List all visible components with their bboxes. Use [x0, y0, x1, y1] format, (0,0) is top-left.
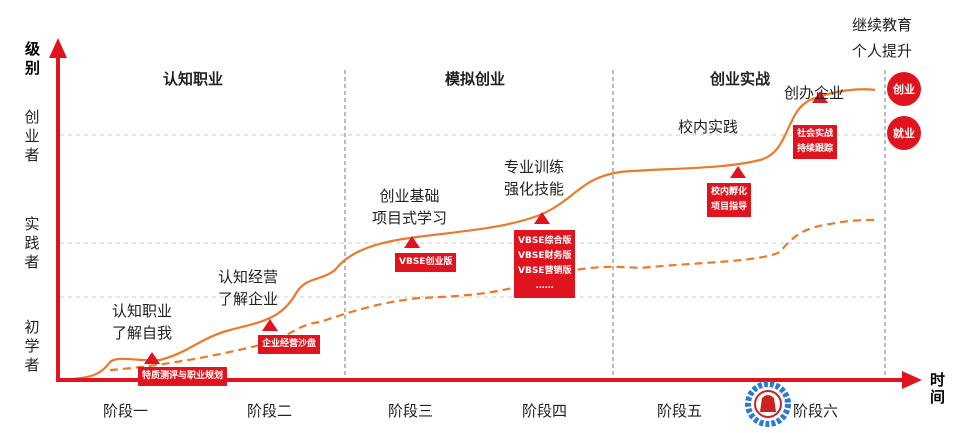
milestone-note: 认知经营 了解企业 — [218, 268, 279, 308]
phase-label: 阶段一 — [103, 402, 149, 420]
stage-label: 认知职业 — [163, 70, 224, 88]
gridlines — [60, 134, 885, 298]
milestone-markers — [144, 91, 828, 364]
circle-entrepreneurship: 创业 — [887, 72, 921, 106]
level-beginner: 初学者 — [24, 318, 40, 374]
activity-box: VBSE综合版 VBSE财务版 VBSE营销版…… — [514, 230, 576, 298]
y-axis-title: 级别 — [25, 40, 41, 77]
stage-label: 模拟创业 — [445, 70, 506, 88]
milestone-note: 认知职业 了解自我 — [112, 302, 173, 342]
y-axis-arrow — [49, 38, 67, 58]
phase-label: 阶段三 — [388, 402, 434, 420]
x-axis-arrow — [902, 371, 922, 389]
activity-box: 特质测评与职业规划 — [138, 367, 228, 386]
activity-box: VBSE创业版 — [395, 253, 457, 272]
circle-employment: 就业 — [887, 116, 921, 150]
level-entrepreneur: 创业者 — [24, 108, 40, 164]
level-practitioner: 实践者 — [24, 215, 40, 271]
phase-label: 阶段二 — [247, 402, 293, 420]
stage-dividers — [344, 70, 886, 380]
growth-curve-solid — [59, 88, 876, 382]
milestone-note: 校内实践 — [678, 118, 739, 136]
milestone-note: 创业基础 项目式学习 — [372, 187, 448, 227]
milestone-note: 创办企业 — [784, 84, 845, 102]
logo-watermark — [745, 381, 791, 427]
milestone-note: 专业训练 强化技能 — [504, 158, 565, 198]
activity-box: 企业经营沙盘 — [258, 335, 321, 354]
x-axis-title: 时间 — [930, 371, 946, 406]
activity-box: 社会实战 持续跟踪 — [793, 125, 838, 159]
phase-label: 阶段四 — [522, 402, 568, 420]
top-right-note: 继续教育 个人提升 — [852, 16, 913, 60]
activity-box: 校内孵化 项目指导 — [707, 183, 752, 217]
phase-label: 阶段五 — [657, 402, 703, 420]
phase-label: 阶段六 — [793, 402, 839, 420]
stage-label: 创业实战 — [710, 70, 771, 88]
